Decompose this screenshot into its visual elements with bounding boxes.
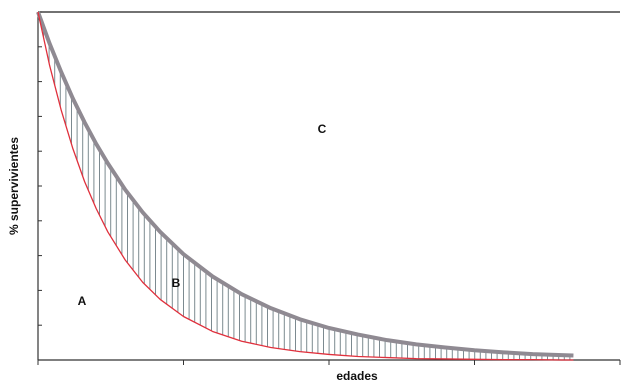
y-axis-label: % supervivientes [7,137,21,235]
region-label: C [318,122,327,136]
survival-curve [36,11,574,358]
region-label: B [172,276,181,290]
survival-curve [37,11,574,361]
region-label: A [78,294,87,308]
x-axis-label: edades [336,369,378,383]
